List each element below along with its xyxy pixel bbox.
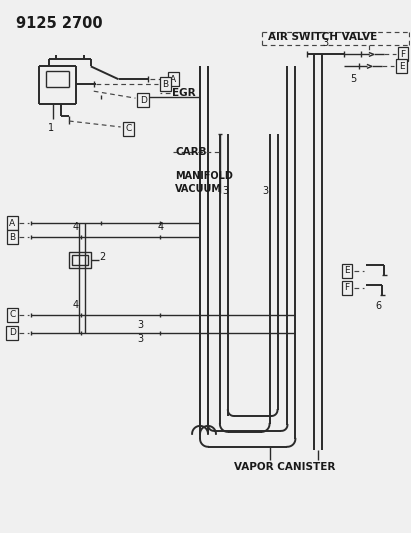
Text: EGR: EGR xyxy=(172,88,196,98)
Text: 3: 3 xyxy=(137,335,143,344)
Text: C: C xyxy=(9,310,16,319)
Text: 5: 5 xyxy=(350,74,356,84)
Text: D: D xyxy=(9,328,16,337)
Text: 4: 4 xyxy=(73,222,79,232)
Text: 3: 3 xyxy=(137,320,143,329)
Text: MANIFOLD: MANIFOLD xyxy=(175,171,233,181)
Text: B: B xyxy=(162,80,169,88)
Bar xyxy=(72,255,88,265)
Text: D: D xyxy=(140,95,147,104)
Text: E: E xyxy=(344,266,350,276)
Text: VACUUM: VACUUM xyxy=(175,183,222,193)
Text: 9125 2700: 9125 2700 xyxy=(16,16,103,31)
Text: 3: 3 xyxy=(222,185,228,196)
Text: C: C xyxy=(125,124,132,133)
Bar xyxy=(69,252,91,268)
Text: AIR SWITCH VALVE: AIR SWITCH VALVE xyxy=(268,31,377,42)
Text: 1: 1 xyxy=(48,123,54,133)
Text: E: E xyxy=(399,62,404,71)
Text: A: A xyxy=(9,219,15,228)
Text: 3: 3 xyxy=(322,38,328,49)
Text: 2: 2 xyxy=(99,252,106,262)
Text: F: F xyxy=(400,50,405,59)
Text: 6: 6 xyxy=(376,301,382,311)
Text: 3: 3 xyxy=(263,185,269,196)
Text: CARB: CARB xyxy=(175,147,207,157)
Text: B: B xyxy=(9,233,15,241)
Text: F: F xyxy=(344,284,350,293)
Text: A: A xyxy=(170,75,176,84)
Text: 4: 4 xyxy=(73,300,79,310)
Text: 4: 4 xyxy=(157,222,163,232)
Text: VAPOR CANISTER: VAPOR CANISTER xyxy=(234,462,335,472)
